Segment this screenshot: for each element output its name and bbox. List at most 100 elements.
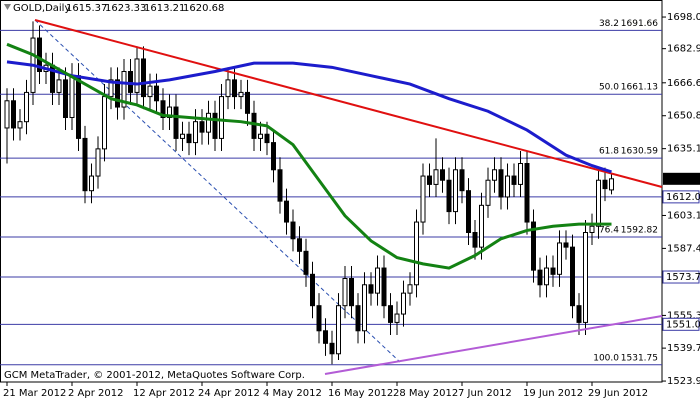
- candle-body: [167, 106, 172, 119]
- candle-body: [108, 79, 114, 98]
- candle-body: [37, 37, 42, 73]
- candle-body: [212, 112, 218, 139]
- candle-body: [245, 91, 250, 114]
- header-open: 1615.37: [66, 3, 107, 14]
- level-box: [662, 270, 700, 284]
- level-label: 1612.04: [666, 192, 700, 203]
- header-high: 1623.33: [105, 3, 146, 14]
- level-box: [662, 317, 700, 331]
- fib-value: 1531.75: [621, 353, 658, 363]
- fib-value: 1661.13: [621, 83, 658, 93]
- candle-body: [388, 305, 393, 323]
- candle-body: [342, 278, 348, 307]
- candle-body: [82, 137, 88, 192]
- candle-body: [11, 100, 16, 129]
- candle-body: [368, 284, 374, 294]
- support-trend-line: [324, 315, 663, 375]
- candle-body: [4, 100, 10, 129]
- x-tick-label: 19 Jun 2012: [523, 388, 583, 399]
- level-label: 1551.09: [666, 319, 700, 330]
- x-tick-label: 28 May 2012: [393, 388, 458, 399]
- candle-body: [258, 133, 263, 139]
- candle-body: [518, 163, 523, 185]
- y-tick-label: 1539.70: [667, 343, 700, 354]
- candle-body: [446, 179, 452, 213]
- moving-average: [6, 60, 612, 174]
- fib-trend-line: [34, 19, 401, 363]
- y-tick-label: 1603.15: [667, 210, 700, 221]
- candle-body: [381, 267, 387, 307]
- candle-body: [427, 175, 432, 185]
- y-tick-label: 1698.05: [667, 12, 700, 23]
- candle-body: [232, 79, 237, 98]
- candle-body: [141, 58, 146, 98]
- x-tick-label: 24 Apr 2012: [198, 388, 260, 399]
- candle-body: [336, 305, 341, 355]
- candle-body: [362, 284, 367, 332]
- candle-body: [544, 267, 549, 286]
- candle-body: [557, 242, 562, 275]
- candle-body: [297, 238, 302, 252]
- candle-body: [238, 91, 244, 98]
- candle-body: [134, 58, 140, 93]
- candle-body: [498, 169, 504, 198]
- candle-body: [154, 85, 159, 102]
- y-tick-label: 1587.40: [667, 243, 700, 254]
- candle-body: [199, 121, 205, 133]
- candle-body: [589, 225, 595, 234]
- fib-ratio: 50.0: [599, 83, 619, 93]
- x-tick-label: 16 May 2012: [328, 388, 393, 399]
- last-price-label: 1620.68: [666, 174, 700, 185]
- fib-value: 1630.59: [621, 147, 658, 157]
- y-tick-label: 1666.60: [667, 78, 700, 89]
- candle-body: [414, 221, 419, 286]
- candle-body: [570, 246, 575, 307]
- plot-frame: [0, 0, 663, 383]
- fib-ratio: 100.0: [593, 353, 619, 363]
- candle-body: [173, 106, 179, 139]
- candle-body: [63, 79, 68, 119]
- y-tick-label: 1523.95: [667, 376, 700, 387]
- candle-body: [310, 273, 315, 307]
- x-tick-label: 2 Apr 2012: [68, 388, 123, 399]
- candle-body: [420, 175, 426, 223]
- candle-body: [323, 330, 328, 344]
- candle-body: [303, 250, 309, 275]
- candle-body: [316, 305, 322, 332]
- candle-body: [180, 133, 185, 139]
- candle-body: [563, 242, 569, 248]
- candle-body: [102, 96, 107, 150]
- level-label: 1573.71: [666, 272, 700, 283]
- header-low: 1613.21: [144, 3, 185, 14]
- fib-value: 1592.82: [621, 226, 658, 236]
- candle-body: [76, 75, 81, 139]
- candle-body: [89, 175, 94, 192]
- x-tick-label: 4 May 2012: [263, 388, 322, 399]
- candle-body: [466, 190, 471, 234]
- candle-body: [147, 85, 153, 98]
- candle-body: [206, 112, 211, 133]
- candle-body: [433, 169, 439, 185]
- fib-value: 1691.66: [621, 19, 658, 29]
- last-price-box: [663, 172, 700, 185]
- candle-body: [583, 232, 588, 323]
- header-close: 1620.68: [183, 3, 224, 14]
- level-box: [662, 190, 700, 204]
- symbol-icon: [4, 4, 11, 10]
- candle-body: [193, 121, 198, 144]
- candle-body: [277, 169, 283, 202]
- y-tick-label: 1682.92: [667, 44, 700, 55]
- x-tick-label: 29 Jun 2012: [588, 388, 648, 399]
- candle-body: [56, 79, 62, 93]
- candle-body: [492, 169, 497, 181]
- candle-body: [576, 305, 582, 323]
- candle-body: [602, 179, 608, 190]
- axis-layer: 1698.05 1682.92 1666.60 1650.85 1635.10 1603.…: [3, 12, 700, 399]
- candle-body: [264, 133, 270, 144]
- candle-body: [550, 267, 556, 275]
- candle-body: [537, 269, 543, 286]
- candle-body: [95, 148, 101, 177]
- candle-body: [219, 96, 224, 139]
- candle-body: [284, 200, 289, 223]
- candle-body: [121, 71, 127, 108]
